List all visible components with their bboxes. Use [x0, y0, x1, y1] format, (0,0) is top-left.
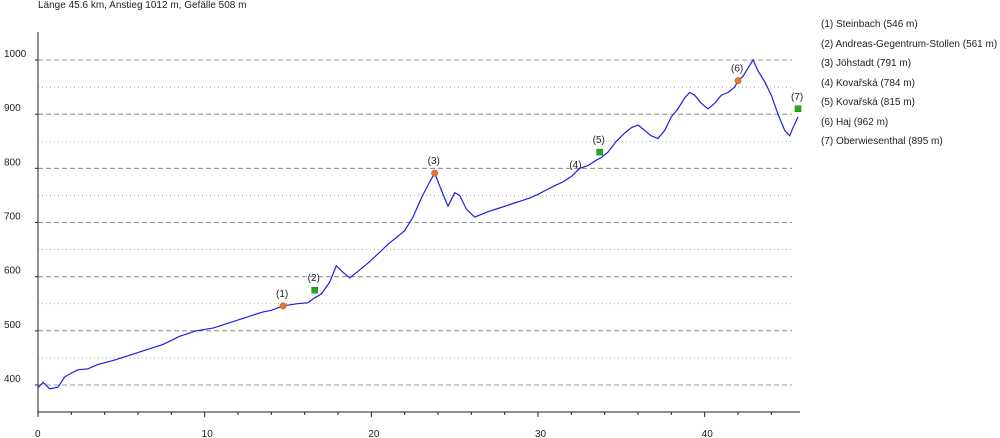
waypoint-label: (7) [791, 92, 803, 103]
legend-item: (1) Steinbach (546 m) [821, 19, 918, 30]
waypoint-markers: (1) (2) (3) (4) (5) (6) (7) [276, 64, 803, 310]
elevation-profile-line [37, 58, 799, 390]
y-tick-label: 600 [4, 266, 21, 277]
waypoint-marker-circle [734, 77, 742, 85]
waypoint-marker-square [311, 286, 318, 294]
legend-item: (4) Kovařská (784 m) [821, 77, 915, 89]
x-tick-label: 20 [368, 429, 380, 438]
waypoint-label: (2) [308, 273, 320, 284]
x-tick-label: 0 [35, 429, 41, 438]
chart-title: Länge 45.6 km, Anstieg 1012 m, Gefälle 5… [38, 0, 247, 11]
y-tick-label: 800 [4, 157, 21, 168]
waypoint-marker-square [596, 148, 603, 156]
grid-lines [38, 59, 792, 413]
y-tick-labels: 400 500 600 700 800 900 1000 [4, 49, 27, 385]
waypoint-label: (6) [731, 64, 743, 75]
x-tick-labels: 0 10 20 30 40 [35, 429, 713, 438]
y-tick-label: 700 [4, 212, 21, 223]
waypoint-label: (3) [428, 156, 440, 167]
waypoint-marker-square [794, 105, 802, 112]
x-tick-label: 10 [202, 429, 214, 438]
waypoint-label: (5) [593, 135, 605, 146]
legend-item: (6) Haj (962 m) [821, 116, 889, 128]
waypoint-marker-circle [279, 302, 287, 310]
legend: (1) Steinbach (546 m) (2) Andreas-Gegent… [821, 15, 997, 152]
x-tick-label: 30 [535, 429, 547, 438]
legend-item: (3) Jöhstadt (791 m) [821, 58, 912, 69]
legend-item: (2) Andreas-Gegentrum-Stollen (561 m) [821, 38, 998, 50]
waypoint-marker-circle [431, 169, 439, 177]
legend-item: (7) Oberwiesenthal (895 m) [821, 136, 943, 147]
waypoint-label: (4) [569, 160, 581, 171]
legend-item: (5) Kovařská (815 m) [821, 97, 915, 108]
y-tick-label: 500 [4, 320, 21, 331]
y-tick-label: 1000 [4, 49, 27, 60]
axes [35, 32, 800, 417]
waypoint-label: (1) [276, 289, 288, 300]
x-tick-label: 40 [702, 429, 714, 438]
y-tick-label: 900 [4, 103, 21, 114]
y-tick-label: 400 [4, 374, 21, 385]
